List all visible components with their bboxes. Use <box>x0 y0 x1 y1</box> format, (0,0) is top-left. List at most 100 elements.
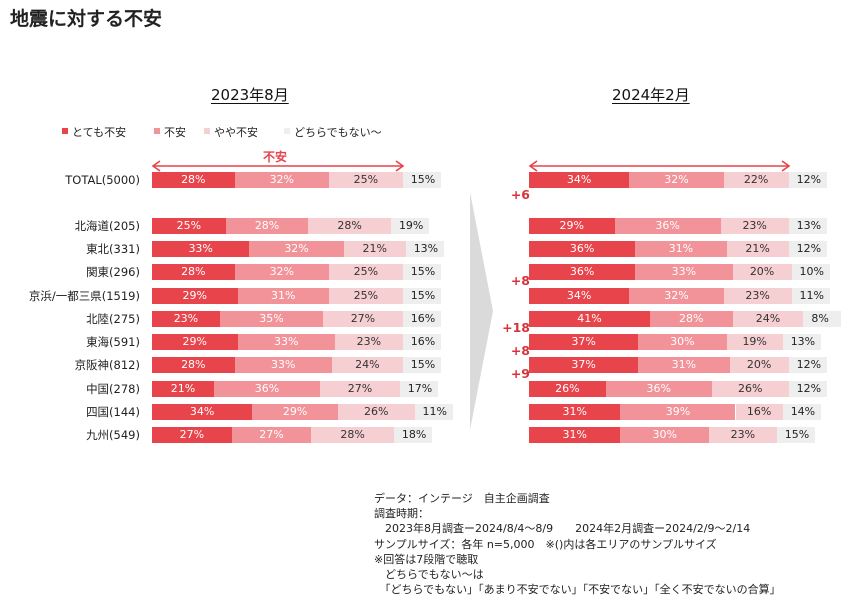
bar-segment: 22% <box>723 172 789 188</box>
row-label: 九州(549) <box>86 428 140 442</box>
bar-segment: 32% <box>249 241 344 257</box>
row-label: 四国(144) <box>86 405 140 419</box>
bar-segment: 33% <box>635 264 733 280</box>
bar-segment: 30% <box>620 427 709 443</box>
bar-segment-remainder: 13% <box>788 218 827 234</box>
panel-title-2023: 2023年8月 <box>211 86 289 104</box>
bar-segment: 31% <box>529 404 621 420</box>
bar-segment: 27% <box>231 427 312 443</box>
change-label: +8 <box>510 273 530 288</box>
bar-segment: 25% <box>329 288 403 304</box>
note-line: ※回答は7段階で聴取 <box>374 552 479 566</box>
legend-label-anxious: 不安 <box>164 126 186 139</box>
bar-segment: 36% <box>605 381 712 397</box>
bar-segment: 23% <box>334 334 403 350</box>
legend-label-not-anxious: どちらでもない～ <box>294 126 382 139</box>
change-label: +8 <box>510 343 530 358</box>
legend-swatch-somewhat-anxious <box>204 128 210 134</box>
bar-segment: 23% <box>152 311 220 327</box>
bar-segment-remainder: 13% <box>782 334 821 350</box>
bar-segment: 31% <box>635 241 727 257</box>
note-line: 調査時期： <box>374 507 429 521</box>
bar-segment: 21% <box>726 241 789 257</box>
note-line: サンプルサイズ：各年 n=5,000 ※()内は各エリアのサンプルサイズ <box>374 537 717 551</box>
note-line: どちらでもない～は <box>374 568 484 582</box>
bar-segment-remainder: 15% <box>402 264 441 280</box>
bar-segment-remainder: 10% <box>791 264 830 280</box>
bar-segment: 31% <box>638 357 730 373</box>
legend-item-not-anxious: どちらでもない～ <box>284 124 382 140</box>
bar-segment: 25% <box>329 264 403 280</box>
legend-swatch-anxious <box>154 128 160 134</box>
bar-segment: 41% <box>529 311 650 327</box>
note-line: データ：インテージ 自主企画調査 <box>374 492 550 505</box>
legend-swatch-not-anxious <box>284 128 290 134</box>
legend-swatch-very-anxious <box>62 128 68 134</box>
bar-segment-remainder: 14% <box>782 404 821 420</box>
bar-segment: 23% <box>720 218 789 234</box>
bar-segment: 27% <box>152 427 232 443</box>
bar-segment-remainder: 11% <box>791 288 830 304</box>
bar-segment: 27% <box>320 381 400 397</box>
bar-segment: 23% <box>723 288 792 304</box>
change-label: +6 <box>510 187 530 202</box>
bar-segment: 36% <box>529 264 636 280</box>
row-label: 京浜/一都三県(1519) <box>28 289 140 303</box>
row-label: 東北(331) <box>86 242 140 256</box>
bar-segment: 28% <box>152 357 235 373</box>
bar-segment-remainder: 12% <box>788 381 827 397</box>
bar-segment: 31% <box>529 427 621 443</box>
bar-segment: 37% <box>529 357 639 373</box>
note-line: 「どちらでもない」「あまり不安でない」「不安でない」「全く不安でないの合算」 <box>374 583 781 597</box>
bar-segment: 30% <box>638 334 727 350</box>
bar-segment-remainder: 17% <box>399 381 438 397</box>
bracket-label-2023: 不安 <box>263 150 288 164</box>
row-label: 北海道(205) <box>74 219 140 233</box>
bar-segment: 36% <box>614 218 721 234</box>
row-label: 東海(591) <box>86 335 140 349</box>
bar-segment: 32% <box>234 264 329 280</box>
bar-segment: 19% <box>726 334 783 350</box>
bar-segment-remainder: 11% <box>414 404 453 420</box>
bracket-2023 <box>151 160 405 172</box>
panel-title-2024: 2024年2月 <box>612 86 690 104</box>
bar-segment-remainder: 15% <box>402 172 441 188</box>
row-label: 関東(296) <box>86 265 140 279</box>
bar-segment: 29% <box>152 334 238 350</box>
bar-segment-remainder: 18% <box>393 427 432 443</box>
bar-segment-remainder: 15% <box>776 427 815 443</box>
bar-segment: 37% <box>529 334 639 350</box>
bar-segment-remainder: 8% <box>803 311 842 327</box>
bar-segment: 21% <box>343 241 406 257</box>
bar-segment: 28% <box>225 218 309 234</box>
bar-segment: 28% <box>152 264 235 280</box>
legend-label-very-anxious: とても不安 <box>72 126 127 139</box>
legend-item-anxious: 不安 <box>154 124 186 140</box>
legend-label-somewhat-anxious: やや不安 <box>214 126 258 139</box>
bar-segment: 29% <box>252 404 338 420</box>
bar-segment: 33% <box>234 357 332 373</box>
bar-segment-remainder: 15% <box>402 288 441 304</box>
legend-item-very-anxious: とても不安 <box>62 124 126 140</box>
page-title: 地震に対する不安 <box>10 8 163 30</box>
row-label: 中国(278) <box>86 382 140 396</box>
bar-segment: 32% <box>234 172 329 188</box>
bar-segment-remainder: 16% <box>402 311 441 327</box>
bar-segment: 29% <box>152 288 238 304</box>
change-label: +9 <box>510 366 530 381</box>
bar-segment-remainder: 13% <box>405 241 444 257</box>
bar-segment: 33% <box>152 241 250 257</box>
bar-segment: 25% <box>152 218 226 234</box>
bar-segment-remainder: 12% <box>788 241 827 257</box>
bar-segment: 34% <box>529 172 630 188</box>
bar-segment: 28% <box>649 311 733 327</box>
bar-segment: 31% <box>237 288 329 304</box>
bar-segment: 20% <box>732 264 792 280</box>
arrow-shape <box>470 192 493 430</box>
bar-segment: 34% <box>152 404 253 420</box>
source-notes: データ：インテージ 自主企画調査 調査時期： 2023年8月調査ー2024/8/… <box>374 491 781 597</box>
bar-segment: 21% <box>152 381 214 397</box>
bar-segment-remainder: 15% <box>402 357 441 373</box>
row-label: 京阪神(812) <box>74 358 140 372</box>
